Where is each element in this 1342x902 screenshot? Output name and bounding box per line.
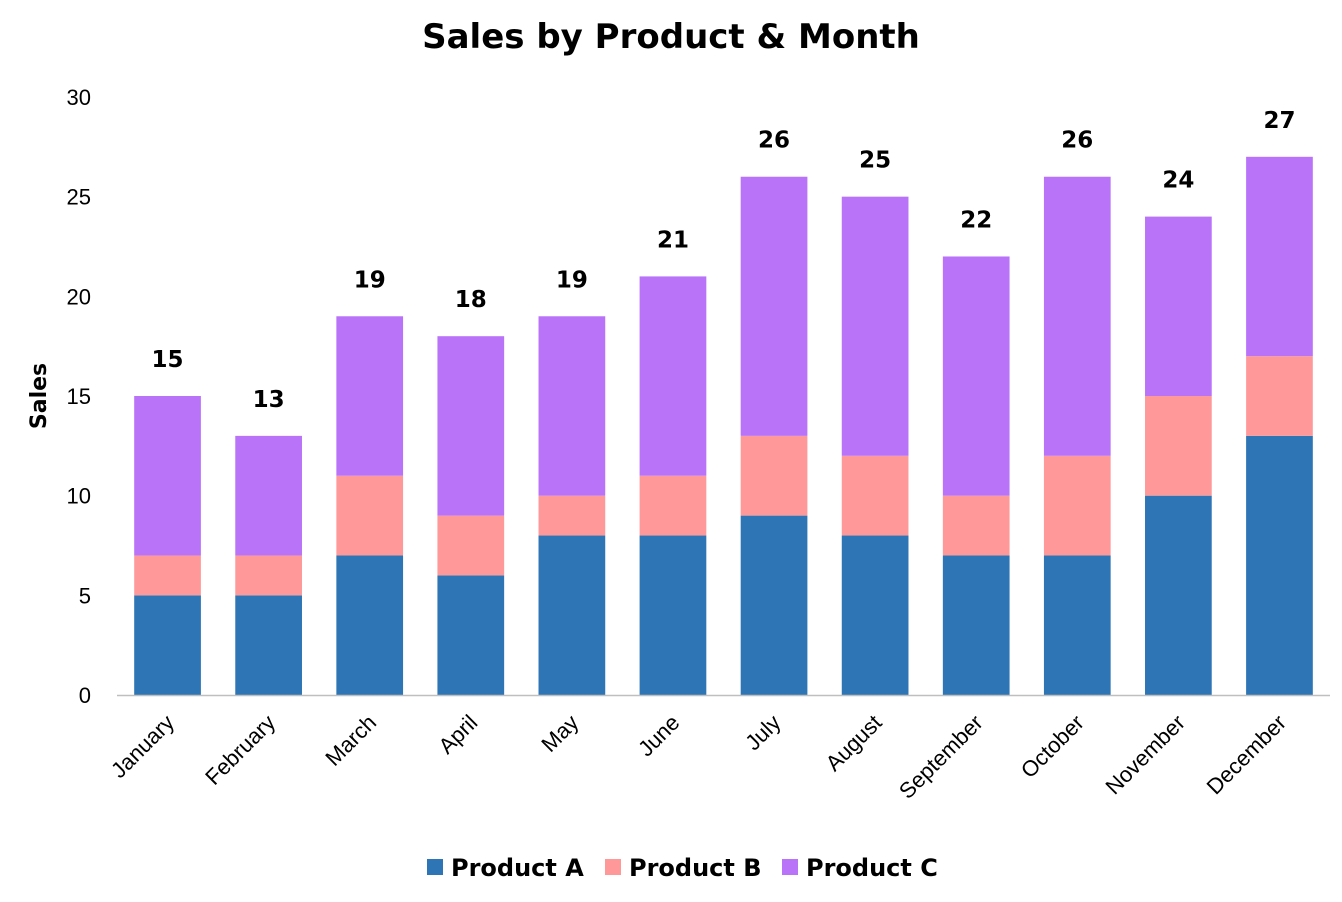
x-tick-label: March [320,710,381,771]
bar-segment-product-c [235,435,302,556]
legend-swatch [427,859,443,875]
y-tick-label: 5 [79,583,91,608]
bar-segment-product-a [1246,435,1313,695]
bar-segment-product-b [1043,455,1111,556]
x-axis-ticks: January February March April May June July Augu… [106,710,1291,804]
y-tick-label: 20 [67,284,91,309]
bar-segment-product-b [740,435,808,516]
total-label: 26 [758,128,790,154]
bar-segment-product-b [437,515,505,576]
bar-segment-product-b [1145,396,1212,496]
x-tick-label: January [106,710,179,783]
y-axis-label: Sales [27,363,52,429]
x-tick-label: November [1100,710,1189,799]
x-tick-label: April [434,710,483,759]
bar-segment-product-c [1246,156,1313,357]
bar-segment-product-a [134,595,201,695]
y-tick-label: 25 [67,185,91,210]
x-tick-label: June [633,710,684,761]
bar-segment-product-c [336,316,404,476]
bar-segment-product-c [841,196,909,456]
x-tick-label: July [740,710,785,755]
bar-segment-product-a [336,555,404,695]
y-tick-label: 0 [79,683,91,708]
bar-segment-product-b [942,495,1010,556]
x-tick-label: December [1202,710,1291,799]
total-label: 25 [859,148,891,174]
legend: Product A Product B Product C [427,854,938,882]
bar-segment-product-a [1145,495,1212,695]
legend-label: Product B [629,854,762,882]
total-labels: 15 13 19 18 19 21 26 25 22 26 24 27 [152,108,1296,413]
bar-segment-product-a [538,535,606,695]
total-label: 26 [1061,128,1093,154]
total-label: 15 [152,347,184,373]
bar-segment-product-a [942,555,1010,695]
bar-segment-product-b [235,555,302,596]
total-label: 22 [960,207,992,233]
total-label: 13 [253,387,285,413]
bar-segment-product-a [841,535,909,695]
total-label: 18 [455,287,487,313]
legend-swatch [605,859,621,875]
legend-swatch [782,859,798,875]
legend-label: Product A [451,854,584,882]
bar-segment-product-b [538,495,606,536]
total-label: 21 [657,227,689,253]
bar-segment-product-c [740,176,808,436]
x-tick-label: October [1016,710,1089,783]
x-tick-label: February [200,710,280,790]
bar-segment-product-a [235,595,302,695]
bar-segment-product-c [1145,216,1212,396]
bar-segment-product-c [942,256,1010,496]
bar-segment-product-c [538,316,606,496]
chart-title: Sales by Product & Month [422,17,920,57]
bar-segment-product-c [639,276,707,476]
y-tick-label: 15 [67,384,91,409]
legend-label: Product C [806,854,938,882]
bar-segment-product-a [1043,555,1111,695]
y-axis-ticks: 0 5 10 15 20 25 30 [67,85,91,708]
bars [134,156,1313,695]
bar-segment-product-b [1246,356,1313,436]
bar-segment-product-c [134,396,201,556]
bar-segment-product-b [639,475,707,536]
total-label: 19 [354,267,386,293]
bar-segment-product-b [841,455,909,536]
bar-segment-product-c [1043,176,1111,456]
bar-segment-product-a [437,575,505,695]
x-tick-label: September [894,710,988,804]
bar-segment-product-a [639,535,707,695]
x-tick-label: August [821,710,887,776]
bar-segment-product-c [437,336,505,516]
total-label: 19 [556,267,588,293]
total-label: 27 [1263,108,1295,134]
y-tick-label: 10 [67,484,91,509]
total-label: 24 [1162,168,1194,194]
x-tick-label: May [536,710,583,757]
bar-segment-product-a [740,515,808,695]
bar-segment-product-b [134,555,201,596]
y-tick-label: 30 [67,85,91,110]
bar-segment-product-b [336,475,404,556]
